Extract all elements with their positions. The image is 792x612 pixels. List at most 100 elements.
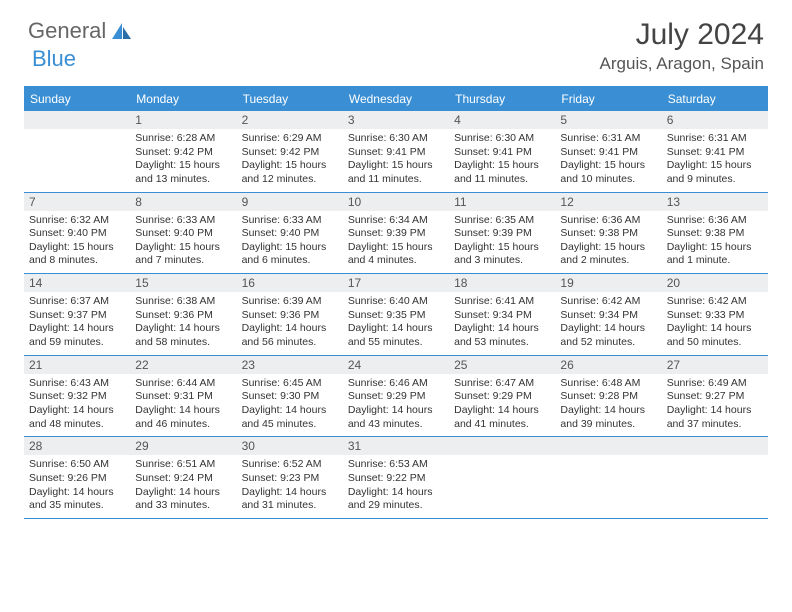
day-number-bar [24, 111, 130, 129]
day-number-bar: 14 [24, 274, 130, 292]
day-number-bar: 12 [555, 193, 661, 211]
day-number-bar: 18 [449, 274, 555, 292]
logo-sail-icon [110, 21, 134, 41]
day-number-bar: 29 [130, 437, 236, 455]
day-number-bar [662, 437, 768, 455]
day-cell: 5 Sunrise: 6:31 AMSunset: 9:41 PMDaylight… [555, 111, 661, 192]
day-number-bar: 11 [449, 193, 555, 211]
day-info: Sunrise: 6:31 AMSunset: 9:41 PMDaylight:… [560, 132, 656, 187]
day-number-bar [449, 437, 555, 455]
day-number: 9 [242, 195, 249, 209]
day-cell [555, 437, 661, 518]
day-number: 10 [348, 195, 361, 209]
weekday-header-row: SundayMondayTuesdayWednesdayThursdayFrid… [24, 87, 768, 111]
day-cell: 24 Sunrise: 6:46 AMSunset: 9:29 PMDayligh… [343, 356, 449, 437]
day-number: 18 [454, 276, 467, 290]
day-info: Sunrise: 6:42 AMSunset: 9:33 PMDaylight:… [667, 295, 763, 350]
day-info: Sunrise: 6:42 AMSunset: 9:34 PMDaylight:… [560, 295, 656, 350]
day-number: 20 [667, 276, 680, 290]
day-number: 28 [29, 439, 42, 453]
day-number: 15 [135, 276, 148, 290]
day-info: Sunrise: 6:36 AMSunset: 9:38 PMDaylight:… [560, 214, 656, 269]
day-number: 21 [29, 358, 42, 372]
day-info: Sunrise: 6:37 AMSunset: 9:37 PMDaylight:… [29, 295, 125, 350]
day-number-bar: 21 [24, 356, 130, 374]
day-number-bar: 20 [662, 274, 768, 292]
day-info: Sunrise: 6:44 AMSunset: 9:31 PMDaylight:… [135, 377, 231, 432]
day-number-bar: 31 [343, 437, 449, 455]
day-cell: 19Sunrise: 6:42 AMSunset: 9:34 PMDayligh… [555, 274, 661, 355]
logo-text-general: General [28, 18, 106, 44]
day-info: Sunrise: 6:45 AMSunset: 9:30 PMDaylight:… [242, 377, 338, 432]
day-cell: 21 Sunrise: 6:43 AMSunset: 9:32 PMDayligh… [24, 356, 130, 437]
day-cell: 30 Sunrise: 6:52 AMSunset: 9:23 PMDayligh… [237, 437, 343, 518]
day-number-bar: 15 [130, 274, 236, 292]
day-cell: 8Sunrise: 6:33 AMSunset: 9:40 PMDaylight… [130, 193, 236, 274]
day-info: Sunrise: 6:43 AMSunset: 9:32 PMDaylight:… [29, 377, 125, 432]
day-info: Sunrise: 6:46 AMSunset: 9:29 PMDaylight:… [348, 377, 444, 432]
weekday-header: Wednesday [343, 87, 449, 111]
day-number-bar: 27 [662, 356, 768, 374]
day-number-bar: 6 [662, 111, 768, 129]
day-number-bar: 25 [449, 356, 555, 374]
day-info: Sunrise: 6:47 AMSunset: 9:29 PMDaylight:… [454, 377, 550, 432]
day-cell: 3Sunrise: 6:30 AMSunset: 9:41 PMDaylight… [343, 111, 449, 192]
day-cell: 6Sunrise: 6:31 AMSunset: 9:41 PMDaylight… [662, 111, 768, 192]
day-number: 22 [135, 358, 148, 372]
day-number-bar: 2 [237, 111, 343, 129]
month-title: July 2024 [600, 18, 764, 52]
day-number-bar [555, 437, 661, 455]
day-number-bar: 17 [343, 274, 449, 292]
day-cell: 26Sunrise: 6:48 AMSunset: 9:28 PMDayligh… [555, 356, 661, 437]
day-info: Sunrise: 6:51 AMSunset: 9:24 PMDaylight:… [135, 458, 231, 513]
day-number-bar: 22 [130, 356, 236, 374]
day-number-bar: 28 [24, 437, 130, 455]
day-number-bar: 30 [237, 437, 343, 455]
day-number: 24 [348, 358, 361, 372]
day-number-bar: 26 [555, 356, 661, 374]
day-info: Sunrise: 6:29 AMSunset: 9:42 PMDaylight:… [242, 132, 338, 187]
day-cell: 28Sunrise: 6:50 AMSunset: 9:26 PMDayligh… [24, 437, 130, 518]
day-info: Sunrise: 6:38 AMSunset: 9:36 PMDaylight:… [135, 295, 231, 350]
day-cell: 31 Sunrise: 6:53 AMSunset: 9:22 PMDayligh… [343, 437, 449, 518]
day-info: Sunrise: 6:34 AMSunset: 9:39 PMDaylight:… [348, 214, 444, 269]
location: Arguis, Aragon, Spain [600, 54, 764, 74]
day-info: Sunrise: 6:49 AMSunset: 9:27 PMDaylight:… [667, 377, 763, 432]
weekday-header: Saturday [662, 87, 768, 111]
day-number-bar: 23 [237, 356, 343, 374]
day-number: 31 [348, 439, 361, 453]
day-number: 8 [135, 195, 142, 209]
day-number-bar: 5 [555, 111, 661, 129]
weekday-header: Thursday [449, 87, 555, 111]
day-number: 25 [454, 358, 467, 372]
week-row: 28Sunrise: 6:50 AMSunset: 9:26 PMDayligh… [24, 437, 768, 519]
day-number: 12 [560, 195, 573, 209]
day-cell [24, 111, 130, 192]
day-number: 7 [29, 195, 36, 209]
day-info: Sunrise: 6:36 AMSunset: 9:38 PMDaylight:… [667, 214, 763, 269]
day-number: 30 [242, 439, 255, 453]
day-number: 29 [135, 439, 148, 453]
day-cell [449, 437, 555, 518]
day-cell: 14 Sunrise: 6:37 AMSunset: 9:37 PMDayligh… [24, 274, 130, 355]
day-info: Sunrise: 6:40 AMSunset: 9:35 PMDaylight:… [348, 295, 444, 350]
day-cell: 17 Sunrise: 6:40 AMSunset: 9:35 PMDayligh… [343, 274, 449, 355]
day-info: Sunrise: 6:52 AMSunset: 9:23 PMDaylight:… [242, 458, 338, 513]
day-number-bar: 4 [449, 111, 555, 129]
day-info: Sunrise: 6:30 AMSunset: 9:41 PMDaylight:… [454, 132, 550, 187]
day-cell: 12 Sunrise: 6:36 AMSunset: 9:38 PMDayligh… [555, 193, 661, 274]
day-cell: 10 Sunrise: 6:34 AMSunset: 9:39 PMDayligh… [343, 193, 449, 274]
day-number-bar: 16 [237, 274, 343, 292]
week-row: 7 Sunrise: 6:32 AMSunset: 9:40 PMDaylight… [24, 193, 768, 275]
day-number: 3 [348, 113, 355, 127]
day-number-bar: 1 [130, 111, 236, 129]
week-row: 1 Sunrise: 6:28 AMSunset: 9:42 PMDaylight… [24, 111, 768, 193]
day-number: 14 [29, 276, 42, 290]
day-info: Sunrise: 6:32 AMSunset: 9:40 PMDaylight:… [29, 214, 125, 269]
day-info: Sunrise: 6:53 AMSunset: 9:22 PMDaylight:… [348, 458, 444, 513]
day-number-bar: 7 [24, 193, 130, 211]
day-number: 1 [135, 113, 142, 127]
day-number-bar: 10 [343, 193, 449, 211]
day-info: Sunrise: 6:28 AMSunset: 9:42 PMDaylight:… [135, 132, 231, 187]
day-number-bar: 3 [343, 111, 449, 129]
